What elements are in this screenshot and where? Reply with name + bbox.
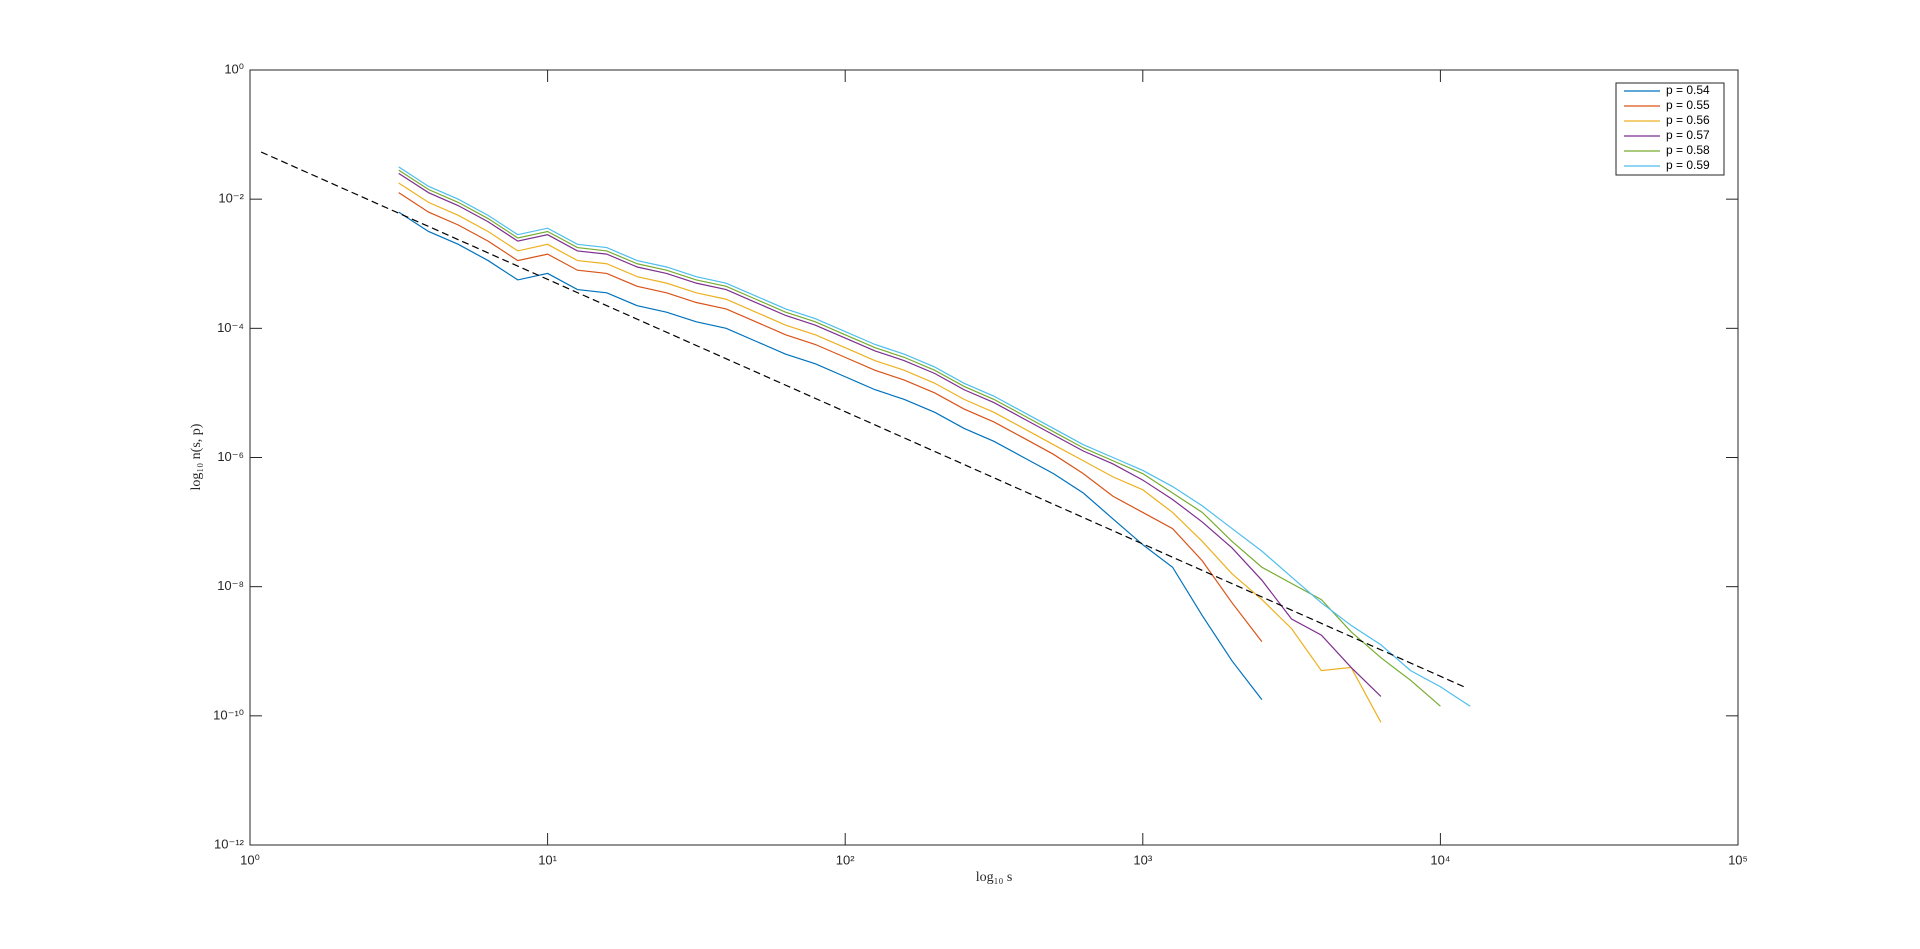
data-line bbox=[398, 172, 1382, 697]
legend-label: p = 0.56 bbox=[1666, 113, 1710, 127]
data-line bbox=[398, 182, 1382, 723]
legend-label: p = 0.58 bbox=[1666, 143, 1710, 157]
y-axis-label: log₁₀ n(s, p) bbox=[189, 423, 204, 490]
x-tick-label: 10¹ bbox=[538, 852, 557, 867]
legend-label: p = 0.54 bbox=[1666, 83, 1710, 97]
x-tick-label: 10⁰ bbox=[240, 852, 260, 867]
axes-box bbox=[249, 69, 1739, 846]
y-tick-label: 10⁻⁴ bbox=[217, 320, 244, 335]
data-line bbox=[398, 166, 1471, 707]
legend-label: p = 0.59 bbox=[1666, 158, 1710, 172]
legend-label: p = 0.55 bbox=[1666, 98, 1710, 112]
y-tick-label: 10⁻¹⁰ bbox=[213, 707, 244, 722]
plot-area bbox=[250, 70, 1738, 845]
data-line bbox=[398, 192, 1263, 642]
y-tick-label: 10⁰ bbox=[224, 61, 244, 76]
x-tick-label: 10⁴ bbox=[1430, 852, 1450, 867]
legend-label: p = 0.57 bbox=[1666, 128, 1710, 142]
y-tick-label: 10⁻¹² bbox=[214, 836, 245, 851]
data-line bbox=[398, 169, 1441, 707]
x-tick-label: 10² bbox=[836, 852, 855, 867]
y-tick-label: 10⁻⁸ bbox=[217, 578, 244, 593]
data-line bbox=[398, 211, 1263, 701]
x-tick-label: 10⁵ bbox=[1728, 852, 1748, 867]
x-tick-label: 10³ bbox=[1133, 852, 1152, 867]
y-tick-label: 10⁻² bbox=[218, 191, 244, 206]
legend-box bbox=[1615, 82, 1725, 176]
x-axis-label: log₁₀ s bbox=[976, 870, 1013, 885]
y-tick-label: 10⁻⁶ bbox=[217, 449, 244, 464]
